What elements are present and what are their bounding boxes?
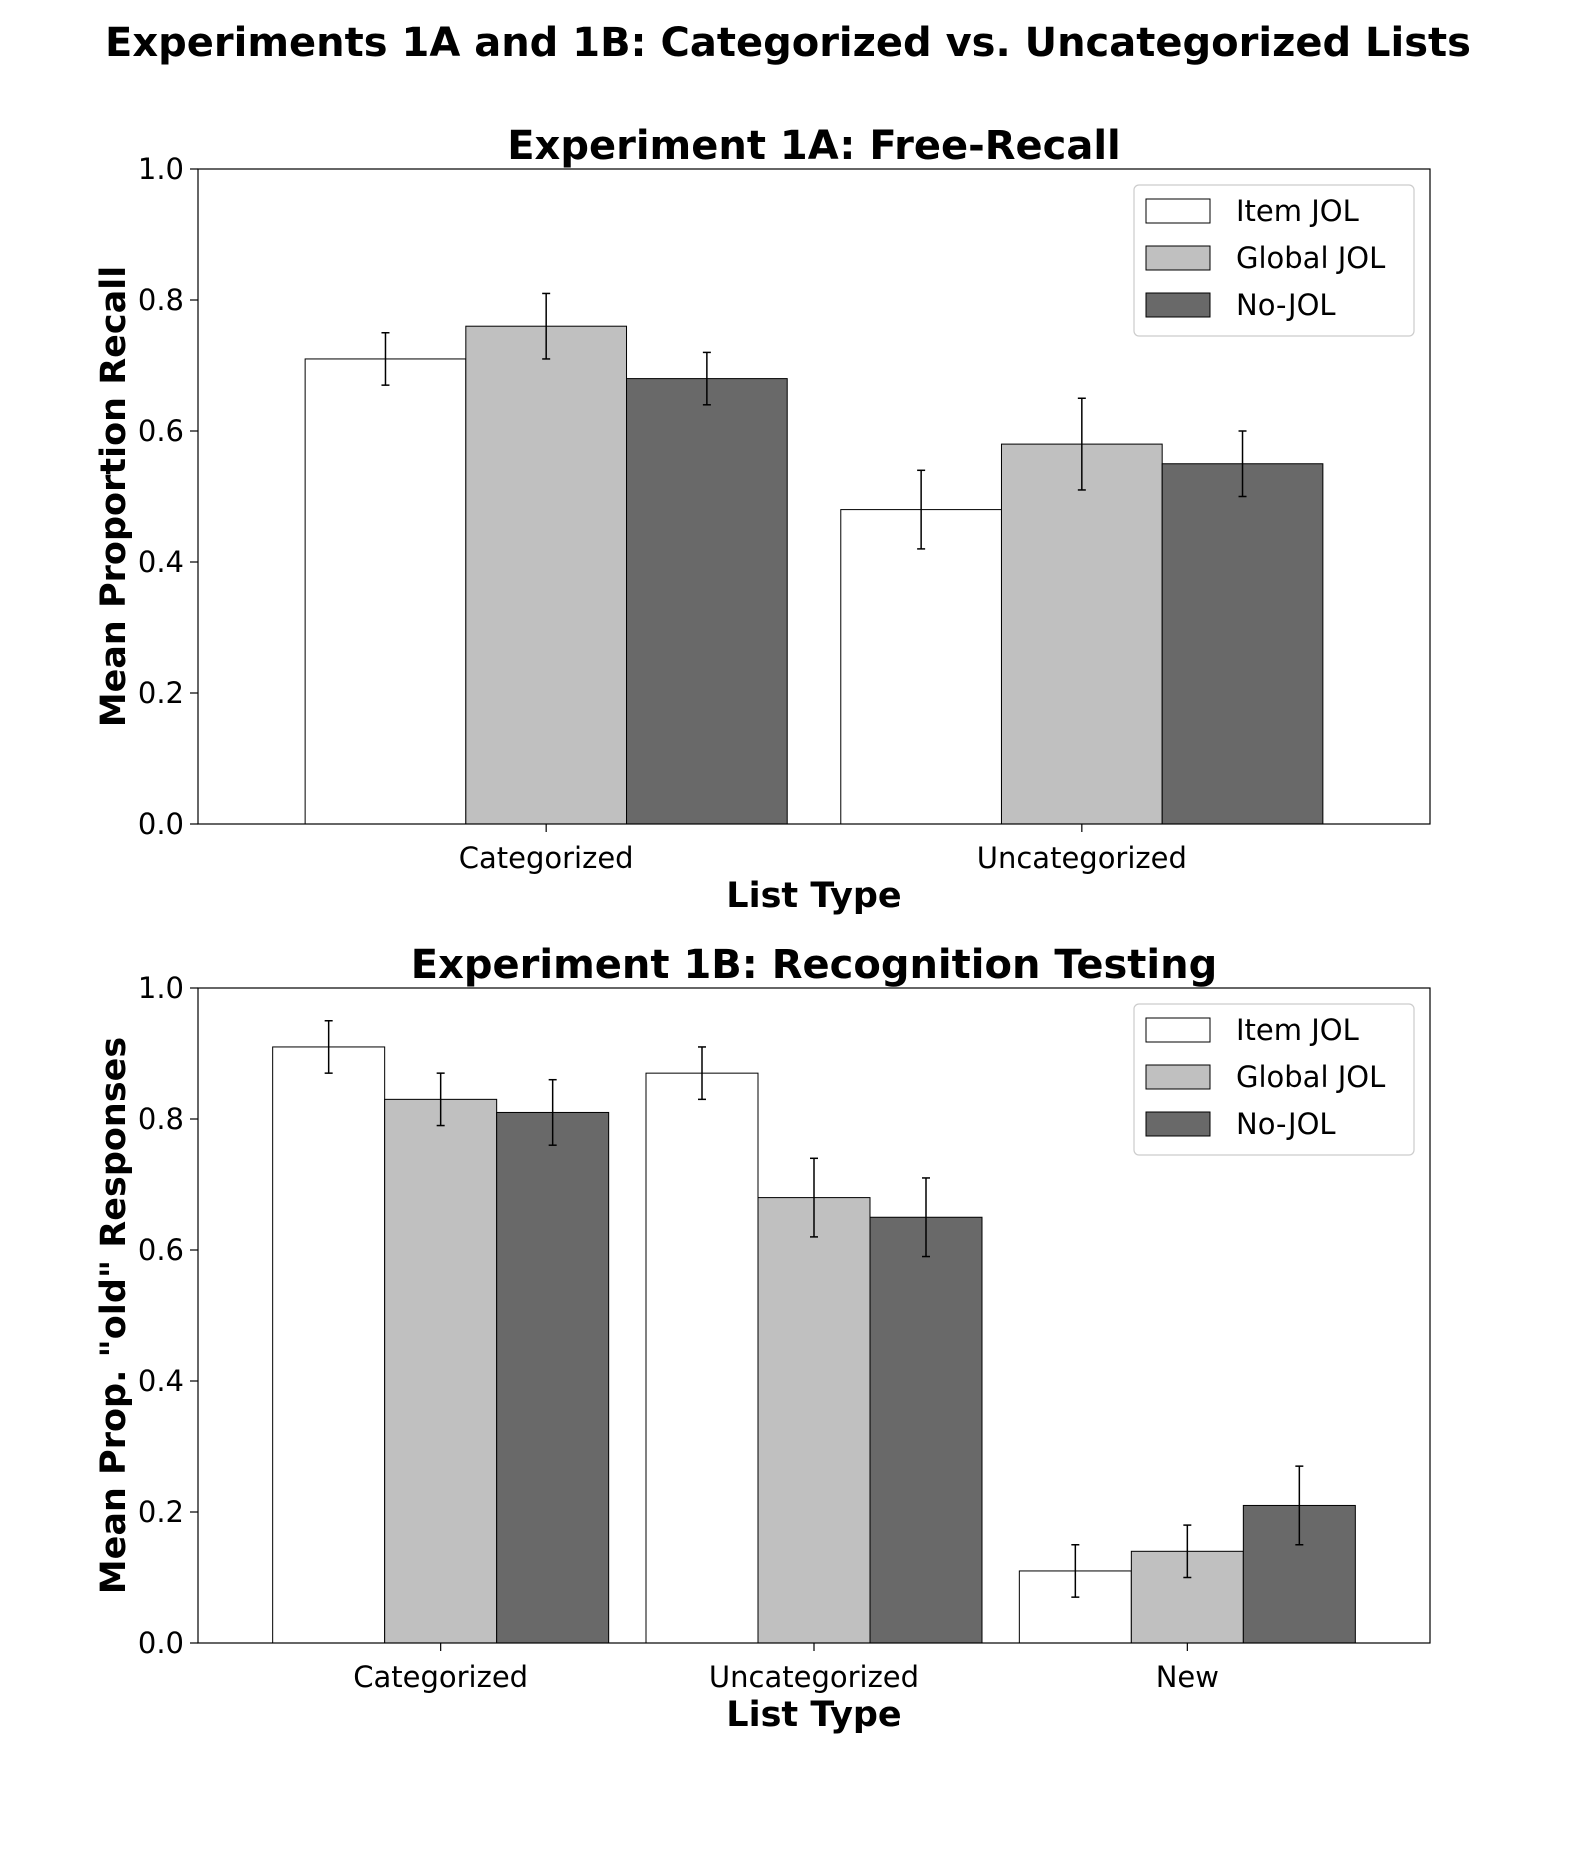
y-axis-label: Mean Prop. "old" Responses <box>94 1037 134 1594</box>
panel-title: Experiment 1A: Free-Recall <box>507 123 1121 169</box>
bar <box>465 325 628 825</box>
y-tick-label: 0.6 <box>138 1233 184 1267</box>
y-tick-label: 0.4 <box>138 1364 184 1398</box>
bar <box>645 1072 759 1644</box>
y-tick-label: 0.8 <box>138 1102 184 1136</box>
legend-label: Item JOL <box>1236 194 1359 228</box>
x-tick-label: Categorized <box>353 1660 528 1694</box>
y-tick-label: 0.0 <box>138 807 184 841</box>
bar <box>1161 463 1324 825</box>
legend-swatch <box>1145 1064 1211 1090</box>
panel-experiment-1a: Experiment 1A: Free-Recall 0.0 0.2 0.4 0.6 0.… <box>94 123 1431 916</box>
panel-title: Experiment 1B: Recognition Testing <box>411 942 1217 988</box>
bar <box>757 1197 871 1644</box>
y-tick-label: 0.6 <box>138 414 184 448</box>
x-axis-label: List Type <box>726 1695 901 1735</box>
y-axis-label: Mean Proportion Recall <box>94 266 134 728</box>
legend-label: Global JOL <box>1236 1060 1385 1094</box>
y-tick-label: 1.0 <box>138 971 184 1005</box>
legend-swatch <box>1145 1111 1211 1137</box>
plot-frame <box>197 168 1431 825</box>
legend-swatch <box>1145 292 1211 318</box>
legend-label: No-JOL <box>1236 1107 1336 1141</box>
legend-swatch <box>1145 198 1211 224</box>
legend-swatch <box>1145 245 1211 271</box>
figure-title: Experiments 1A and 1B: Categorized vs. U… <box>105 20 1471 66</box>
y-tick-label: 0.4 <box>138 545 184 579</box>
legend-label: Item JOL <box>1236 1013 1359 1047</box>
bar <box>1000 443 1163 825</box>
legend-swatch <box>1145 1017 1211 1043</box>
y-tick-label: 1.0 <box>138 152 184 186</box>
bar <box>272 1046 386 1644</box>
bar <box>496 1111 610 1644</box>
y-tick-label: 0.8 <box>138 283 184 317</box>
bar <box>384 1098 498 1644</box>
y-tick-label: 0.0 <box>138 1626 184 1660</box>
y-tick-label: 0.2 <box>138 1495 184 1529</box>
x-axis-label: List Type <box>726 876 901 916</box>
legend-label: No-JOL <box>1236 288 1336 322</box>
bar <box>626 378 788 825</box>
x-tick-label: New <box>1156 1660 1219 1694</box>
bar <box>840 509 1002 825</box>
bar <box>869 1216 983 1644</box>
x-tick-label: Uncategorized <box>977 841 1187 875</box>
x-tick-label: Categorized <box>459 841 634 875</box>
legend-label: Global JOL <box>1236 241 1385 275</box>
panel-experiment-1b: Experiment 1B: Recognition Testing 0.0 0.2… <box>94 942 1431 1735</box>
x-tick-label: Uncategorized <box>709 1660 919 1694</box>
bar <box>304 358 467 825</box>
y-tick-label: 0.2 <box>138 676 184 710</box>
